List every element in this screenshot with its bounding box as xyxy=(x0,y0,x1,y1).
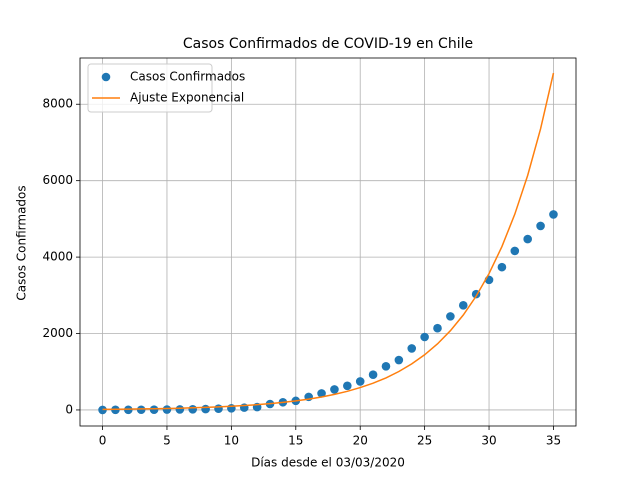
legend-marker xyxy=(101,72,111,82)
x-tick-label: 0 xyxy=(99,434,107,448)
data-point xyxy=(330,385,339,394)
data-point xyxy=(433,323,442,333)
x-tick-label: 35 xyxy=(546,434,561,448)
data-point xyxy=(368,370,378,380)
plot-frame xyxy=(79,57,577,427)
data-point xyxy=(458,301,468,310)
chart-title: Casos Confirmados de COVID-19 en Chile xyxy=(183,36,473,52)
data-point xyxy=(407,344,417,353)
y-tick-label: 4000 xyxy=(42,250,73,264)
legend-label: Ajuste Exponencial xyxy=(130,91,244,105)
y-tick-label: 6000 xyxy=(42,173,73,187)
y-axis-label: Casos Confirmados xyxy=(15,185,29,300)
data-point xyxy=(549,210,558,219)
data-point xyxy=(497,262,507,272)
x-axis-label: Días desde el 03/03/2020 xyxy=(251,456,405,470)
data-point xyxy=(317,389,326,398)
data-point xyxy=(149,405,159,414)
x-tick-label: 30 xyxy=(481,434,496,448)
legend-label: Casos Confirmados xyxy=(130,70,245,84)
data-point xyxy=(510,246,520,256)
y-tick-label: 0 xyxy=(65,402,73,416)
data-point xyxy=(381,362,391,371)
data-point xyxy=(162,405,172,414)
data-point xyxy=(227,404,236,413)
data-point xyxy=(201,404,210,414)
data-point xyxy=(343,381,352,391)
y-tick-label: 2000 xyxy=(42,326,73,340)
data-point xyxy=(175,405,185,414)
data-point xyxy=(523,234,532,244)
x-tick-label: 10 xyxy=(224,434,239,448)
fit-line xyxy=(102,72,555,411)
data-point xyxy=(355,377,365,386)
data-point xyxy=(188,405,198,414)
x-tick-label: 25 xyxy=(417,434,432,448)
data-point xyxy=(136,405,146,415)
x-tick-label: 15 xyxy=(288,434,303,448)
data-point xyxy=(214,404,223,413)
data-point xyxy=(536,221,545,231)
data-point xyxy=(394,355,404,365)
x-tick-label: 20 xyxy=(353,434,368,448)
data-point xyxy=(98,405,107,415)
x-tick-label: 5 xyxy=(163,434,171,448)
legend-box xyxy=(87,63,213,113)
y-tick-label: 8000 xyxy=(42,97,73,111)
data-point xyxy=(446,312,455,321)
data-point xyxy=(420,332,429,342)
